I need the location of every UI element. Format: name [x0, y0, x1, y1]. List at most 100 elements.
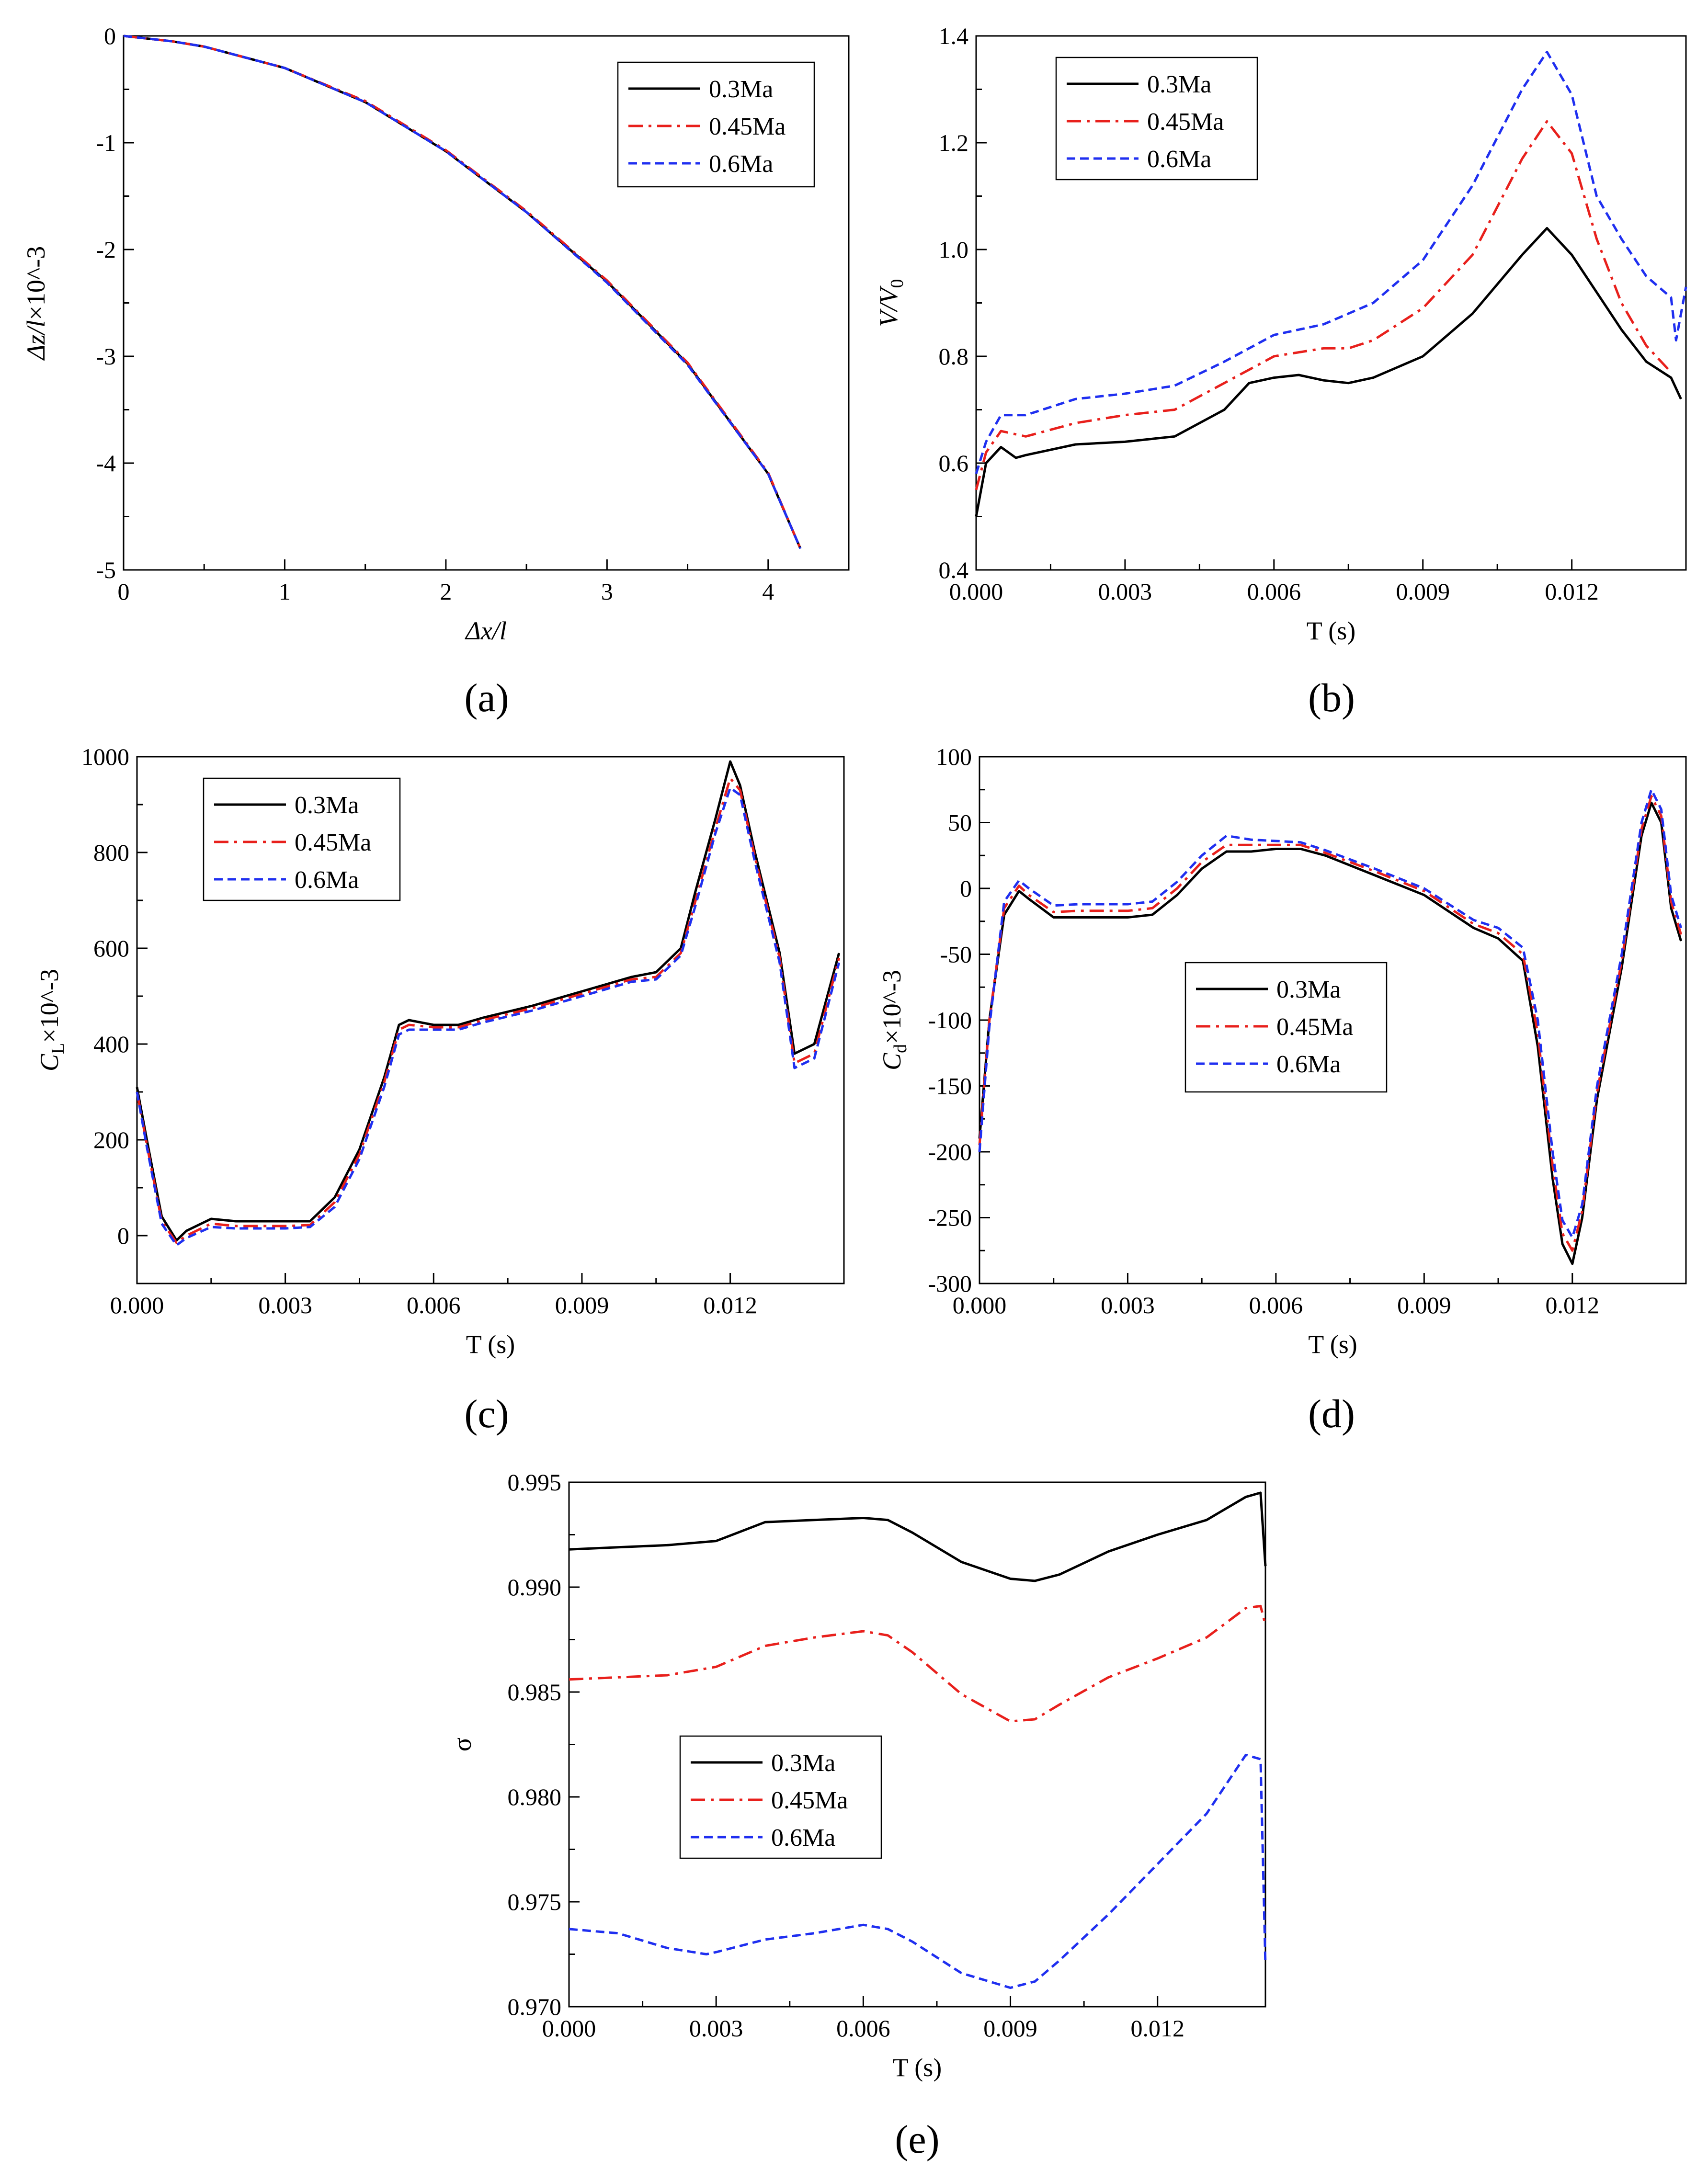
legend-label: 0.3Ma [771, 1749, 835, 1777]
legend-label: 0.6Ma [1147, 146, 1211, 173]
x-tick-label: 4 [762, 578, 774, 605]
x-tick-label: 3 [601, 578, 613, 605]
y-tick-label: -150 [928, 1073, 972, 1100]
series-line-03Ma [136, 760, 841, 1242]
y-tick-label: -2 [96, 236, 116, 263]
x-tick-label: 0.012 [703, 1292, 757, 1318]
y-axis-label: σ [448, 1738, 477, 1751]
panel-caption: (b) [1308, 676, 1355, 720]
x-tick-label: 0.009 [1396, 578, 1450, 605]
y-axis-label: CL×10^-3 [35, 969, 68, 1071]
y-tick-label: 0.975 [508, 1888, 562, 1915]
y-tick-label: 1.0 [939, 236, 969, 263]
legend-box [203, 777, 401, 901]
y-tick-label: 0 [117, 1222, 129, 1249]
y-tick-label: -50 [940, 941, 972, 968]
series-line-045Ma [975, 120, 1672, 490]
panel-caption: (c) [464, 1392, 509, 1436]
y-tick-label: 0 [960, 875, 972, 902]
x-tick-label: 0.003 [1098, 578, 1152, 605]
legend-label: 0.45Ma [771, 1787, 848, 1814]
chart-panel-e: 0.000 0.003 0.006 0.009 0.012 0.970 0.975 0.980… [448, 1469, 1267, 2162]
y-tick-label: 400 [93, 1031, 129, 1057]
x-tick-label: 0.009 [1397, 1292, 1451, 1318]
x-axis-label: T (s) [466, 1330, 515, 1359]
y-axis-label: V/V0 [874, 279, 907, 327]
panel-caption: (d) [1308, 1392, 1355, 1436]
legend-label: 0.6Ma [709, 150, 773, 178]
legend: 0.3Ma 0.45Ma 0.6Ma [1184, 962, 1388, 1093]
y-tick-label: 0.8 [939, 343, 969, 370]
legend: 0.3Ma 0.45Ma 0.6Ma [679, 1735, 882, 1859]
legend-label: 0.3Ma [1147, 71, 1211, 98]
x-tick-label: 0.000 [542, 2015, 596, 2042]
y-tick-label: 100 [936, 743, 972, 770]
series-line-045Ma [569, 1604, 1267, 1723]
y-tick-label: -250 [928, 1204, 972, 1231]
panel-caption: (e) [895, 2117, 939, 2162]
y-tick-label: 0.970 [508, 1993, 562, 2020]
chart-panel-a: 0 1 2 3 4 0 -1 -2 -3 -4 -5 Δx/l Δz/l×10^-3 0.3Ma 0.45M… [22, 23, 850, 720]
x-tick-label: 0.003 [258, 1292, 312, 1318]
x-axis-label: T (s) [1308, 1330, 1357, 1359]
x-tick-label: 0.012 [1545, 578, 1599, 605]
y-tick-label: 600 [93, 935, 129, 962]
y-tick-label: 1.2 [939, 129, 969, 156]
chart-panel-b: 0.000 0.003 0.006 0.009 0.012 0.4 0.6 0.8 1.0 1.2… [874, 23, 1687, 720]
x-tick-label: 0.006 [1249, 1292, 1303, 1318]
y-tick-label: 0.980 [508, 1783, 562, 1810]
legend: 0.3Ma 0.45Ma 0.6Ma [1055, 57, 1258, 181]
x-tick-label: 0.003 [1101, 1292, 1155, 1318]
y-tick-label: 0.990 [508, 1574, 562, 1601]
legend: 0.3Ma 0.45Ma 0.6Ma [617, 61, 815, 188]
x-axis-label: T (s) [1307, 616, 1356, 645]
y-tick-label: -1 [96, 129, 116, 156]
y-tick-label: -3 [96, 343, 116, 370]
y-tick-label: 0.6 [939, 450, 969, 477]
x-tick-label: 2 [440, 578, 452, 605]
series-line-06Ma [978, 788, 1683, 1239]
y-tick-label: 0.985 [508, 1679, 562, 1705]
chart-panel-c: 0.000 0.003 0.006 0.009 0.012 0 200 400 600 800 10… [35, 743, 845, 1436]
x-axis-label: T (s) [893, 2053, 942, 2082]
series-line-06Ma [569, 1753, 1267, 1989]
y-tick-label: 1.4 [939, 23, 969, 49]
legend-label: 0.6Ma [771, 1824, 835, 1852]
series-line-06Ma [123, 34, 802, 549]
series-line-03Ma [569, 1491, 1267, 1582]
y-axis-label: Cd×10^-3 [877, 970, 911, 1070]
chart-panel-d: 0.000 0.003 0.006 0.009 0.012 100 50 0 -50 -100 -1… [877, 743, 1687, 1436]
y-tick-label: 0 [104, 23, 116, 49]
series-line-06Ma [975, 50, 1687, 475]
plot-frame [568, 1481, 1266, 2008]
legend-label: 0.45Ma [1276, 1013, 1353, 1041]
legend-label: 0.3Ma [1276, 976, 1341, 1003]
y-tick-label: 1000 [81, 743, 129, 770]
y-tick-label: -100 [928, 1007, 972, 1034]
y-tick-label: -200 [928, 1138, 972, 1165]
x-tick-label: 0.003 [689, 2015, 743, 2042]
x-tick-label: 0.012 [1130, 2015, 1184, 2042]
x-tick-label: 1 [279, 578, 291, 605]
x-tick-label: 0 [118, 578, 130, 605]
legend-label: 0.3Ma [295, 792, 359, 819]
series-line-045Ma [136, 777, 841, 1244]
x-tick-label: 0.009 [983, 2015, 1037, 2042]
x-tick-label: 0.000 [953, 1292, 1007, 1318]
x-tick-label: 0.006 [836, 2015, 890, 2042]
legend-label: 0.6Ma [295, 866, 359, 894]
legend-label: 0.45Ma [709, 113, 786, 140]
legend-box [1055, 57, 1258, 181]
legend-box [617, 61, 815, 188]
x-tick-label: 0.000 [949, 578, 1003, 605]
plot-frame [136, 756, 845, 1284]
y-tick-label: 0.4 [939, 557, 969, 583]
x-tick-label: 0.009 [555, 1292, 609, 1318]
y-axis-label: Δz/l×10^-3 [22, 246, 50, 361]
legend-label: 0.45Ma [1147, 108, 1224, 136]
x-axis-label: Δx/l [465, 616, 507, 645]
legend-label: 0.3Ma [709, 76, 773, 103]
x-tick-label: 0.006 [407, 1292, 461, 1318]
y-tick-label: -300 [928, 1270, 972, 1297]
